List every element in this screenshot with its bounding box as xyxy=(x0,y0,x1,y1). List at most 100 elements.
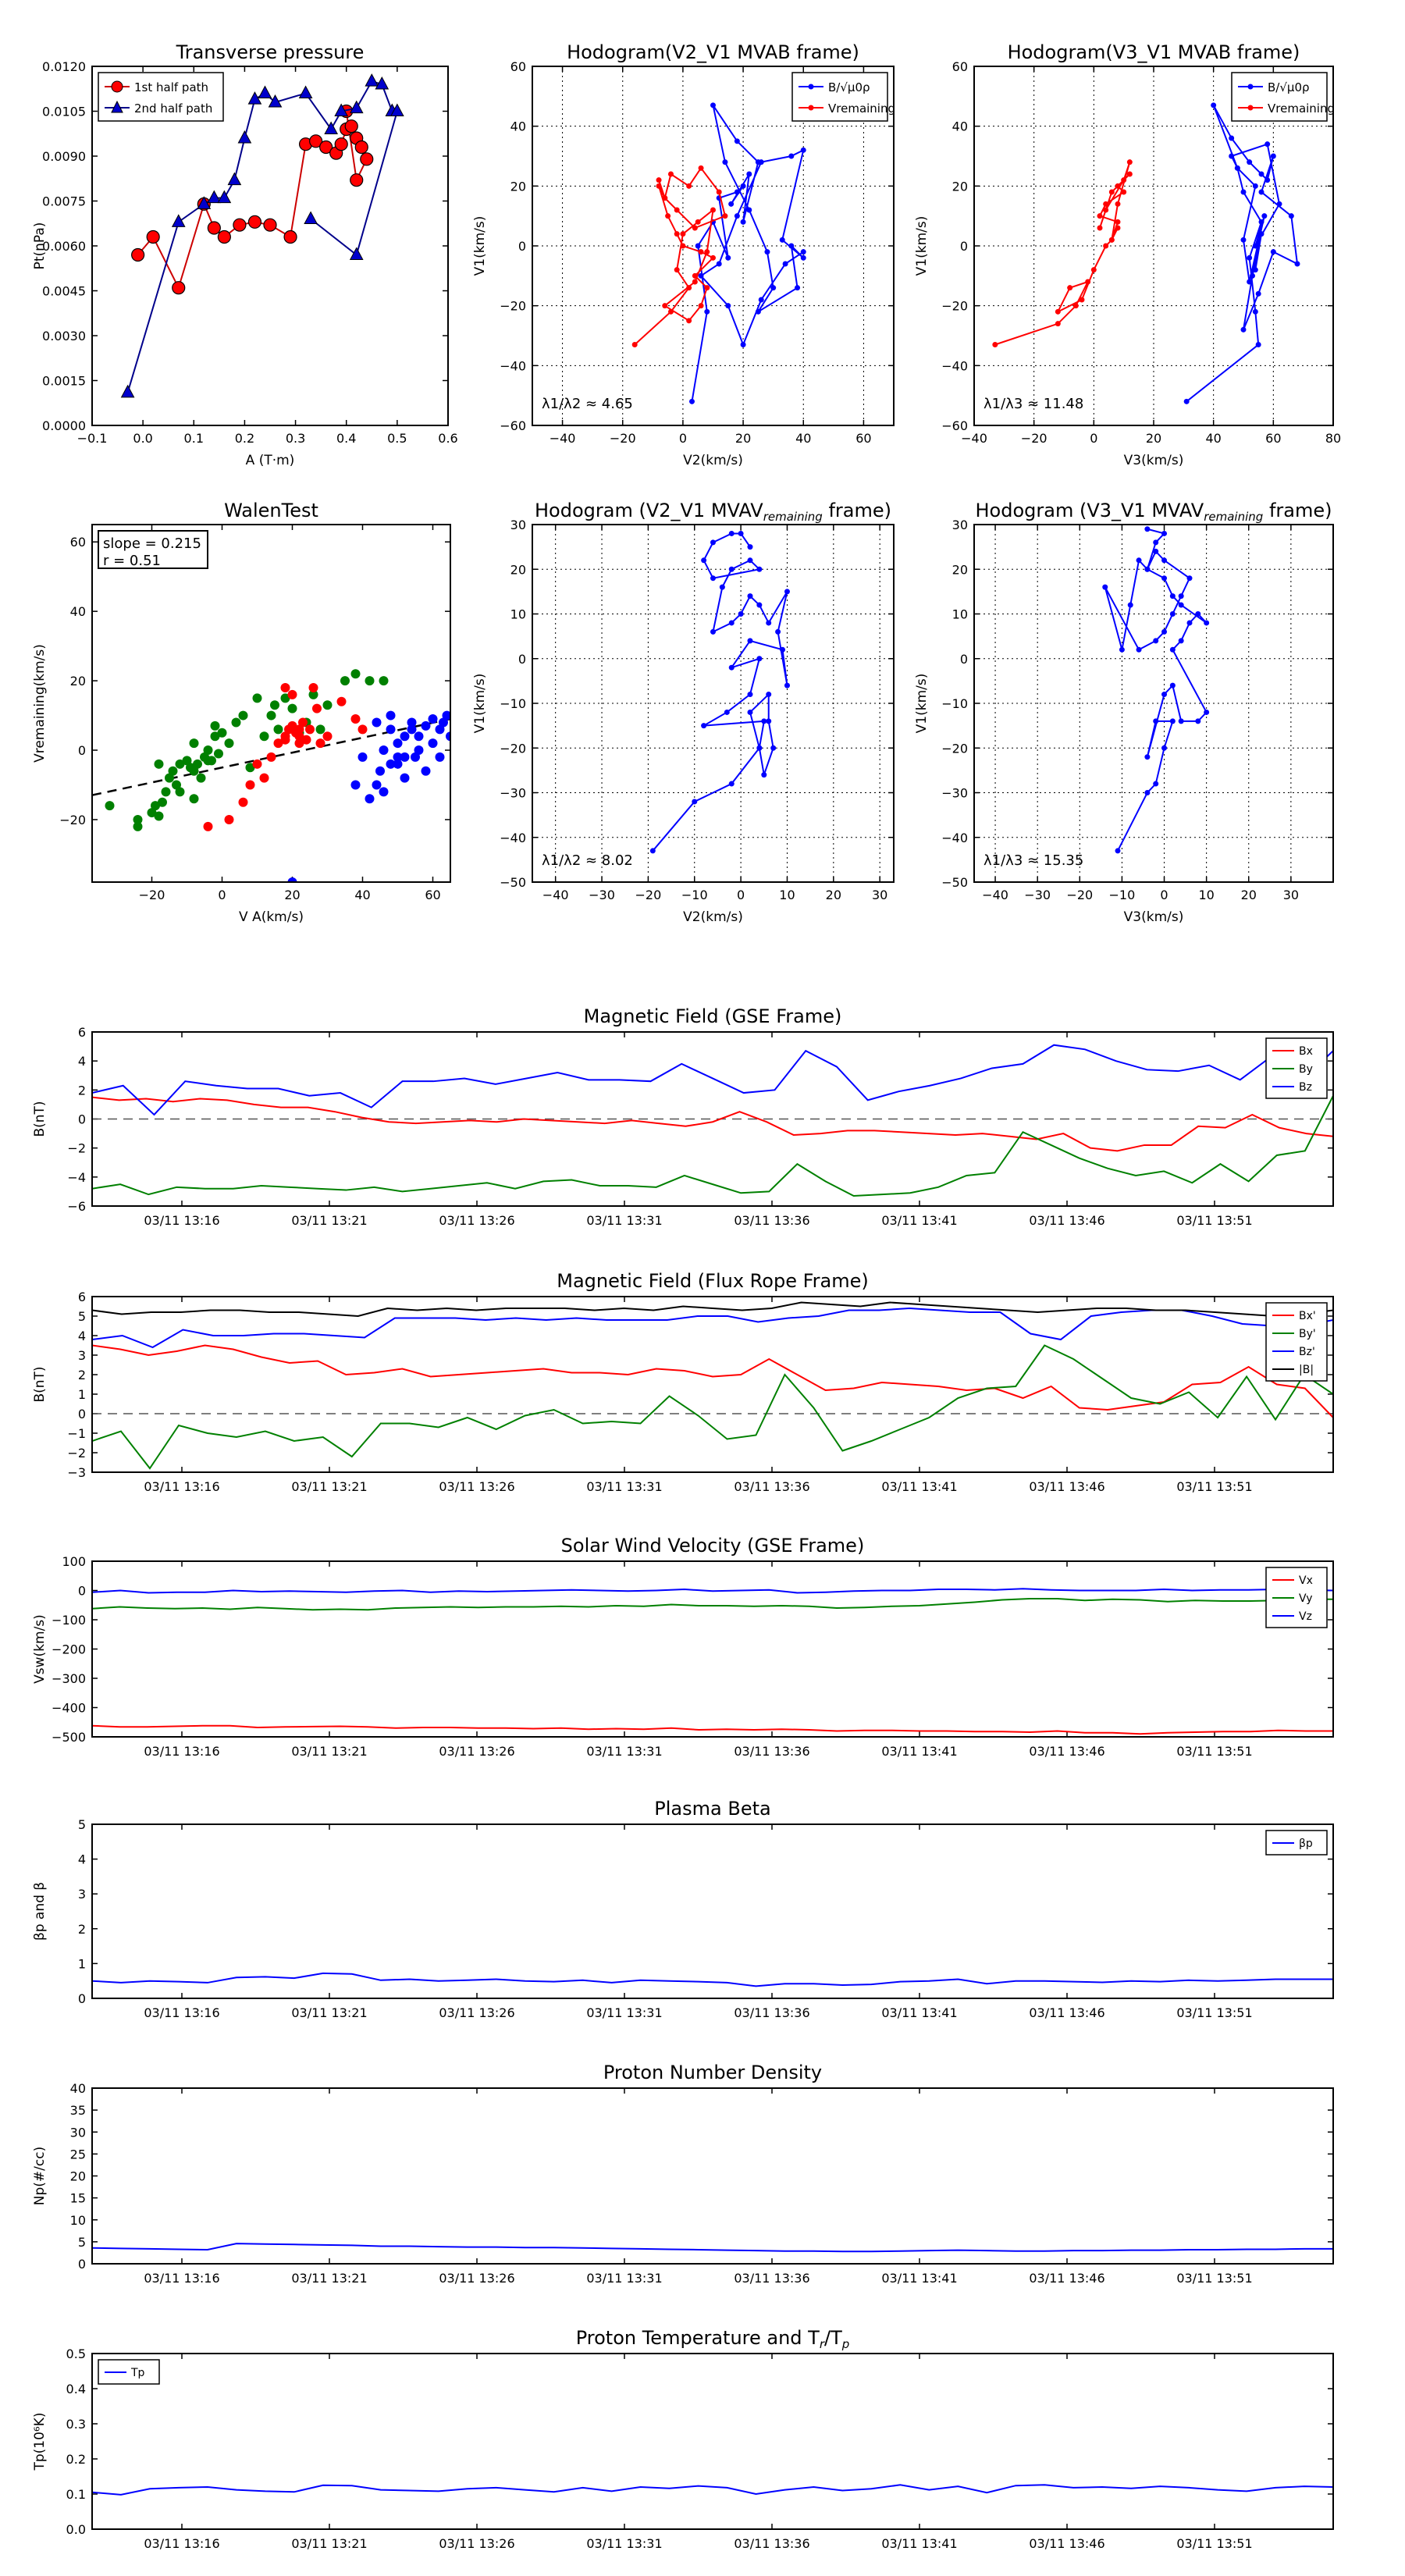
y-tick-label: 2 xyxy=(78,1922,86,1937)
time-tick-label: 03/11 13:16 xyxy=(144,2271,219,2286)
y-tick-label: 100 xyxy=(62,1554,86,1569)
legend-entry: Bz xyxy=(1299,1081,1312,1094)
data-point xyxy=(680,243,686,249)
data-point xyxy=(350,669,361,679)
x-axis-label: V2(km/s) xyxy=(683,453,743,468)
y-tick-label: −2 xyxy=(67,1446,86,1461)
y-tick-label: 30 xyxy=(70,2125,86,2140)
data-point xyxy=(259,731,269,742)
time-tick-label: 03/11 13:21 xyxy=(291,1479,367,1494)
data-point xyxy=(252,759,262,769)
data-point xyxy=(738,611,744,617)
data-point xyxy=(252,693,262,703)
time-tick-label: 03/11 13:26 xyxy=(439,2005,514,2020)
data-point xyxy=(1178,593,1184,600)
data-point xyxy=(312,703,322,713)
data-point xyxy=(1258,219,1264,225)
y-tick-label: 0 xyxy=(78,1112,86,1127)
data-point xyxy=(105,801,115,811)
data-point xyxy=(298,85,313,98)
data-point xyxy=(747,709,753,715)
data-point xyxy=(1261,213,1268,219)
data-point xyxy=(1136,557,1142,564)
data-point xyxy=(746,207,752,213)
data-point xyxy=(393,759,403,769)
data-point xyxy=(1258,189,1264,195)
data-point xyxy=(665,213,671,219)
data-point xyxy=(1161,628,1168,635)
data-point xyxy=(1264,141,1271,148)
time-tick-label: 03/11 13:31 xyxy=(586,1213,662,1228)
y-tick-label: 0 xyxy=(518,239,526,254)
data-point xyxy=(258,85,272,98)
data-point xyxy=(1121,189,1127,195)
time-tick-label: 03/11 13:31 xyxy=(586,2536,662,2551)
chart-panel: 03/11 13:16 03/11 13:21 03/11 13:26 03/11 1… xyxy=(32,1535,1334,1759)
x-tick-label: 0.4 xyxy=(336,431,356,446)
data-point xyxy=(1153,718,1159,724)
y-tick-label: −20 xyxy=(941,299,968,314)
data-point xyxy=(674,267,680,273)
data-point xyxy=(775,628,781,635)
y-axis-label: Vsw(km/s) xyxy=(32,1614,48,1684)
data-point xyxy=(1144,566,1151,572)
y-tick-label: 0.0030 xyxy=(42,329,86,343)
data-point xyxy=(784,682,790,688)
time-tick-label: 03/11 13:41 xyxy=(881,1479,957,1494)
series-line xyxy=(92,2243,1333,2253)
data-point xyxy=(710,254,716,261)
data-point xyxy=(263,218,277,232)
chart-title: Magnetic Field (Flux Rope Frame) xyxy=(557,1270,868,1292)
data-point xyxy=(400,773,410,783)
chart-title: Hodogram(V2_V1 MVAB frame) xyxy=(567,41,859,63)
data-point xyxy=(350,173,364,187)
y-tick-label: 0.3 xyxy=(66,2417,86,2432)
data-point xyxy=(764,249,770,255)
plot-area xyxy=(631,102,806,404)
data-point xyxy=(784,589,790,595)
data-point xyxy=(304,211,318,224)
y-tick-label: −60 xyxy=(500,418,526,433)
data-point xyxy=(1204,709,1210,715)
x-tick-label: 80 xyxy=(1325,431,1341,446)
data-point xyxy=(245,780,255,790)
data-point xyxy=(334,103,349,116)
x-tick-label: −10 xyxy=(681,888,708,902)
data-point xyxy=(1258,231,1264,237)
data-point xyxy=(428,738,438,749)
time-tick-label: 03/11 13:16 xyxy=(144,2005,219,2020)
data-point xyxy=(165,773,174,783)
data-point xyxy=(766,620,772,626)
y-axis-label: Vremaining(km/s) xyxy=(32,644,48,763)
y-tick-label: 10 xyxy=(70,2213,86,2228)
series-line xyxy=(634,166,727,346)
legend-entry: Vremaining xyxy=(828,101,895,116)
data-point xyxy=(334,137,348,151)
data-point xyxy=(692,272,698,279)
legend-entry: 1st half path xyxy=(134,80,208,94)
data-point xyxy=(319,140,333,155)
data-point xyxy=(407,717,417,728)
data-point xyxy=(189,738,199,749)
data-point xyxy=(273,738,283,749)
data-point xyxy=(1247,279,1253,285)
chart-title: Proton Temperature and Tr/Tp xyxy=(576,2327,850,2351)
data-point xyxy=(131,247,145,262)
annotation-text: slope = 0.215 xyxy=(103,535,201,552)
series-line xyxy=(92,1588,1333,1594)
data-point xyxy=(719,584,725,590)
data-point xyxy=(747,557,753,564)
data-point xyxy=(414,745,424,756)
data-point xyxy=(266,710,276,720)
data-point xyxy=(365,73,379,87)
y-tick-label: 6 xyxy=(78,1025,86,1040)
data-point xyxy=(686,285,692,291)
time-tick-label: 03/11 13:21 xyxy=(291,2271,367,2286)
data-point xyxy=(1252,308,1258,315)
data-point xyxy=(710,102,716,109)
y-tick-label: 1 xyxy=(78,1956,86,1971)
data-point xyxy=(788,243,795,249)
plot-frame xyxy=(973,66,1334,426)
data-point xyxy=(146,229,160,244)
y-tick-label: −40 xyxy=(941,358,968,373)
